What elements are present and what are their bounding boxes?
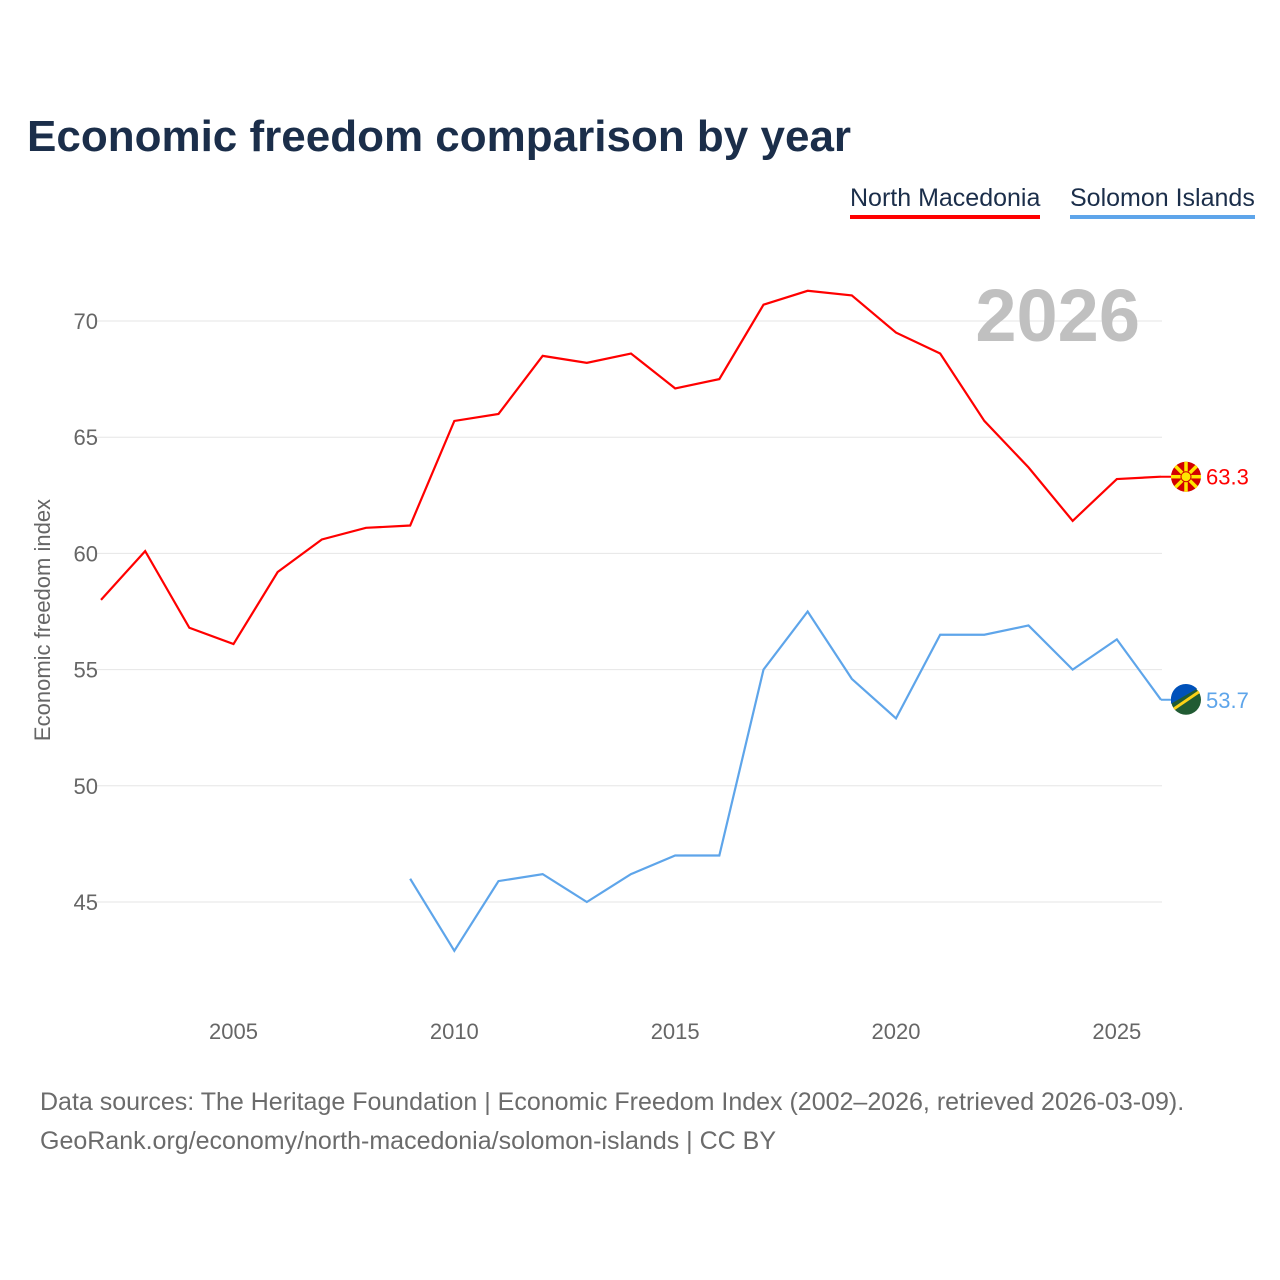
y-axis-label: Economic freedom index (30, 499, 55, 741)
flag-blue (1170, 683, 1197, 704)
data-source-text: Data sources: The Heritage Foundation | … (40, 1088, 1185, 1116)
y-tick-label: 45 (74, 890, 98, 915)
x-tick-label: 2015 (651, 1019, 700, 1044)
x-tick-label: 2010 (430, 1019, 479, 1044)
y-tick-label: 65 (74, 425, 98, 450)
source-url-text: GeoRank.org/economy/north-macedonia/solo… (40, 1127, 777, 1155)
flag-sun (1180, 471, 1192, 483)
year-annotation: 2026 (975, 274, 1140, 357)
y-tick-label: 55 (74, 658, 98, 683)
end-value-label: 53.7 (1206, 688, 1249, 713)
series-line-north-macedonia (100, 289, 1162, 646)
x-tick-label: 2020 (872, 1019, 921, 1044)
x-tick-label: 2005 (209, 1019, 258, 1044)
legend-north-macedonia[interactable]: North Macedonia (850, 184, 1041, 219)
y-tick-label: 60 (74, 541, 98, 566)
series-line-solomon-islands (409, 609, 1162, 953)
y-tick-label: 70 (74, 309, 98, 334)
chart-title: Economic freedom comparison by year (27, 112, 852, 161)
legend-solomon-islands[interactable]: Solomon Islands (1070, 184, 1255, 219)
flag-stripe (1173, 690, 1200, 711)
y-tick-label: 50 (74, 774, 98, 799)
x-tick-label: 2025 (1092, 1019, 1141, 1044)
end-value-label: 63.3 (1206, 465, 1249, 490)
